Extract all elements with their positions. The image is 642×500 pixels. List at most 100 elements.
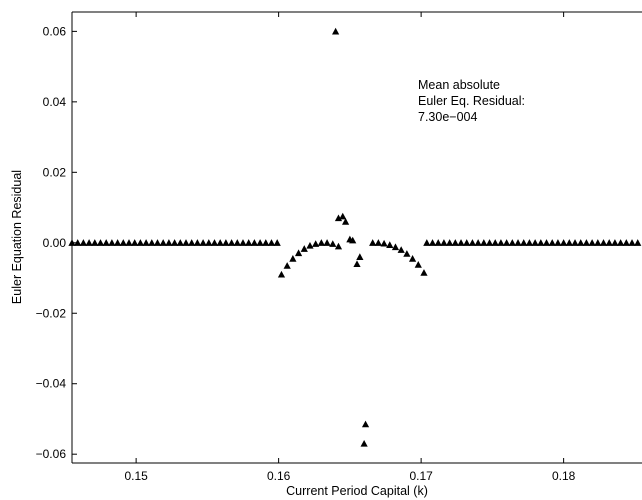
data-point [233,239,241,246]
data-point [349,236,357,244]
data-point [548,239,556,246]
data-point [531,239,539,246]
data-point [374,239,382,246]
data-point [514,239,522,246]
data-point [245,239,253,246]
data-point [577,239,585,246]
data-point [525,239,534,246]
data-point [560,239,568,246]
data-point [239,239,247,246]
data-point [480,239,488,246]
x-tick-label: 0.17 [409,469,433,483]
data-point [334,214,343,222]
data-point [434,239,442,246]
data-point [380,239,388,247]
data-point [628,239,636,246]
data-point [361,420,370,428]
data-point [360,440,368,447]
data-point [142,239,150,246]
data-point [102,239,110,246]
data-point [91,239,99,246]
data-point [188,239,196,246]
data-point [329,240,337,247]
data-point [131,239,139,246]
data-point [457,239,465,246]
data-point [520,239,528,246]
annotation-line: 7.30e−004 [418,110,477,124]
data-point [119,239,127,246]
y-tick-label: 0.04 [43,95,67,109]
data-point [108,239,116,246]
data-point [267,239,276,246]
data-point [451,239,459,246]
x-tick-label: 0.18 [552,469,576,483]
data-point [554,239,562,246]
data-point [485,239,494,246]
data-point [571,239,579,246]
data-point [386,241,394,248]
data-point [323,239,331,246]
data-point [537,239,545,246]
data-point [497,239,505,246]
data-point [508,239,516,246]
y-axis-ticks: −0.06 −0.04 −0.02 0.00 0.02 0.04 0.06 [36,24,77,461]
data-point [605,239,613,246]
data-point [617,239,625,246]
data-point [277,270,286,278]
data-point [199,239,207,246]
data-point [306,242,314,249]
data-point [565,239,573,246]
data-point [408,255,417,262]
data-point [294,249,303,257]
data-point [353,260,361,267]
data-point [334,242,343,250]
data-point [369,239,377,246]
data-point [599,239,608,246]
data-point [420,269,428,276]
data-point [312,240,320,247]
data-point [588,239,596,246]
data-point [114,239,122,246]
data-point [468,239,477,246]
data-point [250,239,258,246]
data-point [222,239,230,246]
data-point [283,262,291,269]
x-tick-label: 0.15 [124,469,148,483]
data-point [463,239,471,246]
plot-area [71,11,642,464]
data-point [74,239,82,246]
data-point [79,239,87,246]
data-point [440,239,448,246]
data-point [356,253,364,260]
data-point [339,212,347,220]
data-point [414,261,422,268]
data-point [611,239,619,246]
data-point [300,245,308,252]
data-point [125,239,133,246]
data-point [216,239,224,246]
y-axis-label: Euler Equation Residual [10,170,24,304]
annotation-line: Euler Eq. Residual: [418,94,525,108]
data-point [148,239,156,246]
data-point [428,239,437,246]
x-axis-ticks: 0.15 0.16 0.17 0.18 [124,12,576,483]
data-point [446,239,454,246]
y-tick-label: 0.00 [43,236,67,250]
data-point [85,239,93,246]
x-axis-label: Current Period Capital (k) [286,484,428,498]
data-point [582,239,591,246]
data-point [391,243,400,251]
y-tick-label: 0.02 [43,165,67,179]
data-point [397,246,405,253]
data-point [228,239,236,246]
data-point [176,239,184,246]
data-point [210,239,219,246]
data-point [171,239,179,246]
data-point [68,239,76,246]
y-tick-label: 0.06 [43,24,67,38]
data-point [165,239,173,246]
y-tick-label: −0.04 [36,377,67,391]
data-point [256,239,264,246]
data-point [193,239,201,246]
